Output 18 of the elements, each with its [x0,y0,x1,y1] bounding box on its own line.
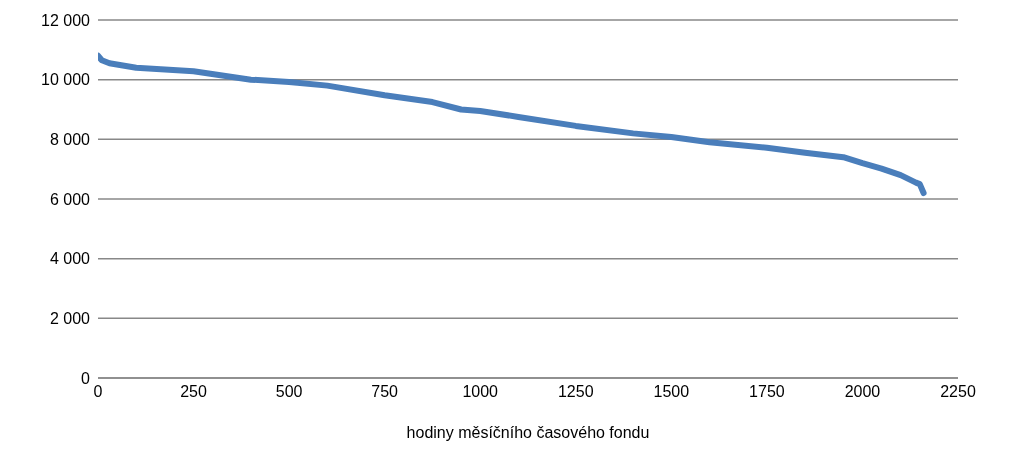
x-tick-label: 1250 [557,383,594,401]
y-tick-label: 2 000 [49,310,91,328]
y-tick-label: 8 000 [49,131,91,149]
x-tick-label: 2000 [844,383,881,401]
x-tick-label: 1750 [749,383,785,401]
y-tick-label: 10 000 [41,71,91,89]
y-tick-label: 12 000 [41,11,91,29]
y-tick-label: 0 [81,369,91,387]
x-tick-label: 750 [371,383,399,401]
x-tick-label: 500 [275,383,303,401]
y-tick-label: 6 000 [49,190,91,208]
x-axis-title: hodiny měsíčního časového fondu [406,424,650,441]
x-tick-label: 250 [180,383,207,401]
y-tick-label: 4 000 [49,250,91,268]
x-tick-label: 1500 [653,383,690,401]
x-tick-label: 1000 [462,383,499,401]
x-tick-label: 0 [93,383,103,401]
x-tick-label: 2250 [940,383,976,401]
